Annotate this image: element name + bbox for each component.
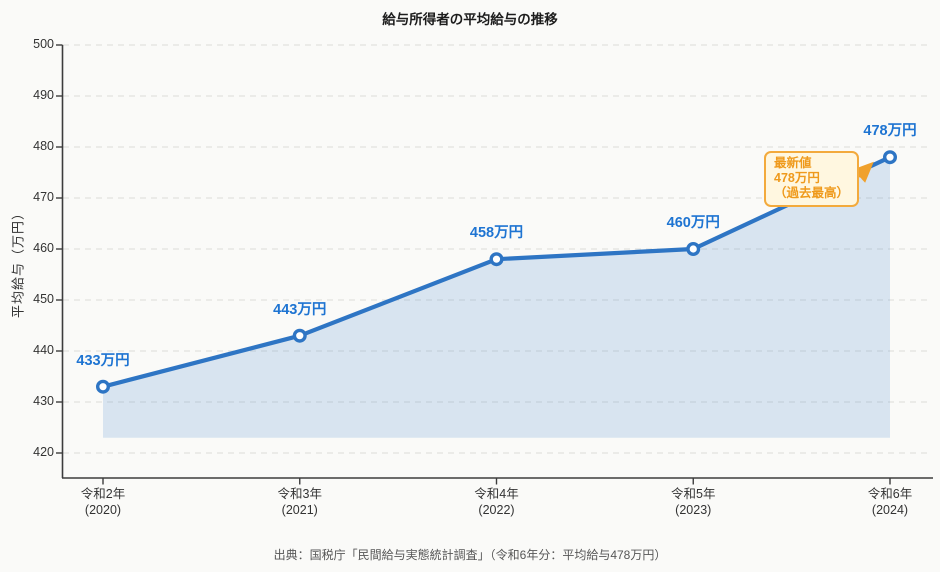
- y-tick-label: 460: [33, 241, 54, 255]
- x-tick-label: 令和3年 (2021): [277, 487, 322, 517]
- data-point-label: 443万円: [273, 301, 327, 318]
- callout-line-2: 478万円: [774, 171, 820, 185]
- x-tick-label: 令和5年 (2023): [671, 487, 716, 517]
- x-tick-label: 令和6年 (2024): [867, 487, 913, 517]
- data-point-label: 478万円: [863, 123, 917, 140]
- x-tick-label: 令和2年 (2020): [80, 487, 126, 517]
- y-tick-label: 420: [33, 445, 54, 459]
- chart-title: 給与所得者の平均給与の推移: [382, 12, 558, 27]
- y-tick-label: 430: [33, 394, 54, 408]
- callout-line-1: 最新値: [774, 156, 812, 170]
- data-point-label: 458万円: [469, 225, 524, 242]
- source-note: 出典：国税庁「民間給与実態統計調査」（令和6年分：平均給与478万円）: [273, 548, 667, 562]
- data-point-label: 433万円: [76, 352, 130, 369]
- y-tick-label: 450: [33, 292, 54, 306]
- callout-line-3: （過去最高）: [774, 186, 850, 200]
- y-tick-label: 500: [33, 37, 54, 51]
- data-point-label: 460万円: [666, 215, 720, 231]
- y-tick-label: 480: [33, 139, 54, 153]
- latest-value-callout: 最新値 478万円 （過去最高）: [764, 151, 860, 207]
- y-tick-label: 470: [33, 190, 54, 204]
- x-tick-label: 令和4年 (2022): [474, 487, 519, 517]
- y-tick-label: 440: [33, 343, 54, 357]
- y-tick-label: 490: [33, 88, 54, 102]
